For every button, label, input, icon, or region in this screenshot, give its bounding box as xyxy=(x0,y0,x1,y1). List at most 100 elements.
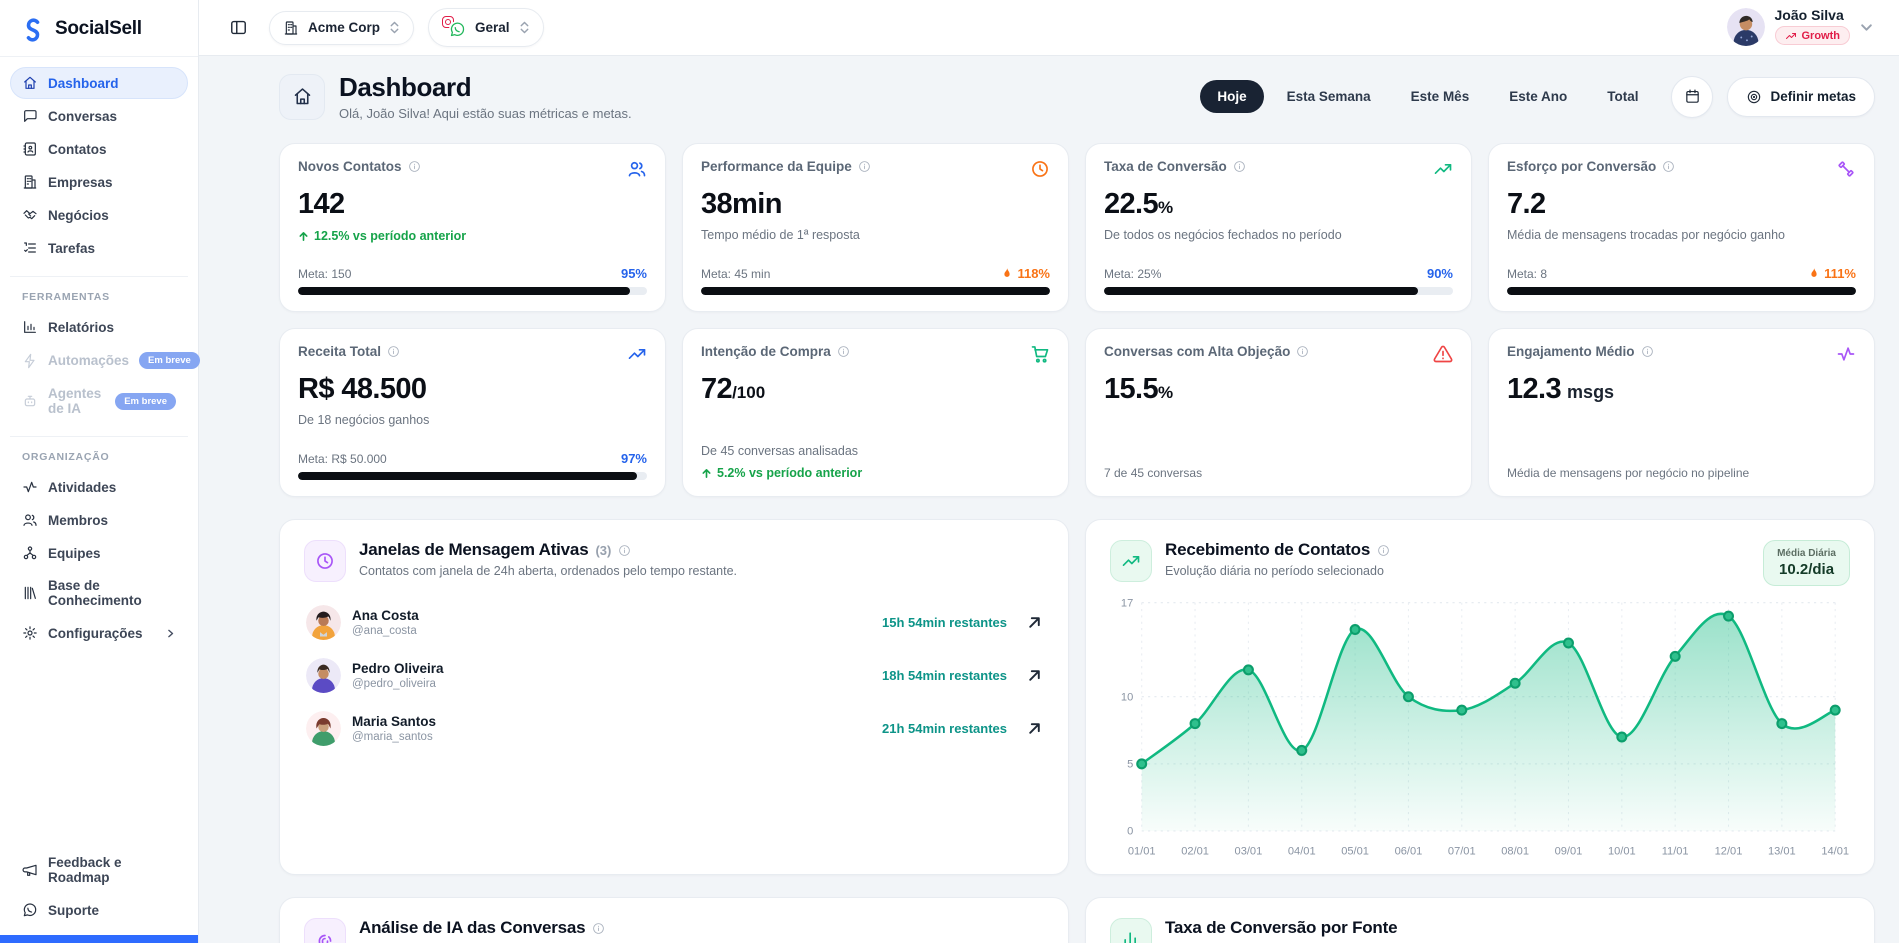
info-icon[interactable] xyxy=(408,160,421,173)
info-icon[interactable] xyxy=(618,544,631,557)
contact-info: Pedro Oliveira @pedro_oliveira xyxy=(352,661,444,690)
sidebar-item-atividades[interactable]: Atividades xyxy=(10,471,188,503)
user-menu[interactable]: João Silva Growth xyxy=(1726,7,1874,47)
sidebar-item-contatos[interactable]: Contatos xyxy=(10,133,188,165)
plan-badge: Growth xyxy=(1774,26,1850,46)
contact-row-ana-costa[interactable]: Ana Costa @ana_costa 15h 54min restantes xyxy=(304,596,1044,649)
channel-selector[interactable]: Geral xyxy=(428,8,544,47)
calendar-button[interactable] xyxy=(1671,75,1714,118)
em-breve-badge: Em breve xyxy=(139,352,200,369)
info-icon[interactable] xyxy=(858,160,871,173)
sidebar-item-tarefas[interactable]: Tarefas xyxy=(10,232,188,264)
time-remaining: 18h 54min restantes xyxy=(881,668,1007,683)
plan-badge-label: Growth xyxy=(1801,29,1841,42)
contact-row-maria-santos[interactable]: Maria Santos @maria_santos 21h 54min res… xyxy=(304,702,1044,755)
org-chart-icon xyxy=(23,546,37,560)
metric-card-taxa-conversao: Taxa de Conversão 22.5% De todos os negó… xyxy=(1085,143,1472,312)
sidebar-bottom-accent xyxy=(0,935,198,943)
sidebar-item-feedback[interactable]: Feedback e Roadmap xyxy=(10,847,188,893)
filter-hoje[interactable]: Hoje xyxy=(1200,80,1264,113)
info-icon[interactable] xyxy=(387,345,400,358)
info-icon[interactable] xyxy=(1641,345,1654,358)
org-selector[interactable]: Acme Corp xyxy=(269,10,415,45)
filter-este-ano[interactable]: Este Ano xyxy=(1509,89,1568,104)
megaphone-icon xyxy=(22,864,37,876)
socialsell-logo-icon xyxy=(26,18,40,42)
brand-name: SocialSell xyxy=(55,18,142,39)
sidebar-toggle-button[interactable] xyxy=(221,11,255,45)
sidebar-item-base-conhecimento[interactable]: Base de Conhecimento xyxy=(10,570,188,616)
metric-meta: Meta: 150 xyxy=(298,266,352,281)
info-icon[interactable] xyxy=(1662,160,1675,173)
svg-text:12/01: 12/01 xyxy=(1715,845,1743,857)
info-icon[interactable] xyxy=(837,345,850,358)
contact-handle: @pedro_oliveira xyxy=(352,678,436,690)
svg-text:13/01: 13/01 xyxy=(1768,845,1796,857)
contact-handle: @ana_costa xyxy=(352,625,417,637)
sidebar-item-label: Suporte xyxy=(48,902,100,918)
target-icon xyxy=(1748,90,1761,103)
metric-card-esforco-conversao: Esforço por Conversão 7.2 Média de mensa… xyxy=(1488,143,1875,312)
users-icon xyxy=(627,159,647,179)
dashboard-content: Dashboard Olá, João Silva! Aqui estão su… xyxy=(199,56,1899,943)
flame-icon xyxy=(1811,268,1817,277)
whatsapp-icon xyxy=(449,21,467,38)
metric-title: Conversas com Alta Objeção xyxy=(1104,344,1291,359)
metric-progress-label: 95% xyxy=(620,266,647,281)
definir-metas-button[interactable]: Definir metas xyxy=(1727,76,1875,117)
svg-text:02/01: 02/01 xyxy=(1181,845,1209,857)
sidebar-item-relatorios[interactable]: Relatórios xyxy=(10,311,188,343)
trending-up-icon xyxy=(1433,159,1453,179)
sidebar-item-dashboard[interactable]: Dashboard xyxy=(10,67,188,99)
metric-card-receita-total: Receita Total R$ 48.500 De 18 negócios g… xyxy=(279,328,666,497)
info-icon[interactable] xyxy=(592,922,605,935)
contact-handle: @maria_santos xyxy=(352,731,433,743)
sidebar-nav: Dashboard Conversas Contatos Empresas Ne… xyxy=(0,57,200,650)
page-heading-text: Dashboard Olá, João Silva! Aqui estão su… xyxy=(339,72,632,121)
open-conversation-button[interactable] xyxy=(1027,615,1042,630)
metric-title: Performance da Equipe xyxy=(701,159,852,174)
arrow-up-right-icon xyxy=(1029,670,1040,681)
sidebar-item-conversas[interactable]: Conversas xyxy=(10,100,188,132)
open-conversation-button[interactable] xyxy=(1027,668,1042,683)
svg-text:11/01: 11/01 xyxy=(1662,845,1689,857)
shopping-cart-icon xyxy=(1030,344,1050,364)
open-conversation-button[interactable] xyxy=(1027,721,1042,736)
panel-heading: Janelas de Mensagem Ativas (3) Contatos … xyxy=(359,540,737,578)
sidebar-item-label: Feedback e Roadmap xyxy=(48,855,122,885)
sidebar-item-equipes[interactable]: Equipes xyxy=(10,537,188,569)
sidebar-item-empresas[interactable]: Empresas xyxy=(10,166,188,198)
sidebar-item-configuracoes[interactable]: Configurações xyxy=(10,617,188,649)
sidebar-item-negocios[interactable]: Negócios xyxy=(10,199,188,231)
fingerprint-icon xyxy=(304,918,346,943)
metric-progress-label: 97% xyxy=(620,451,647,466)
users-icon xyxy=(23,514,37,526)
metric-title: Taxa de Conversão xyxy=(1104,159,1227,174)
sidebar-footer: Feedback e Roadmap Suporte xyxy=(0,847,198,943)
svg-text:05/01: 05/01 xyxy=(1341,845,1369,857)
info-icon[interactable] xyxy=(1233,160,1246,173)
info-icon[interactable] xyxy=(1377,544,1390,557)
calendar-icon xyxy=(1686,89,1699,103)
flame-icon xyxy=(1004,268,1011,277)
contact-info: Ana Costa @ana_costa xyxy=(352,608,419,637)
info-icon[interactable] xyxy=(1296,345,1309,358)
metric-card-performance-equipe: Performance da Equipe 38min Tempo médio … xyxy=(682,143,1069,312)
library-icon xyxy=(24,586,36,600)
contact-row-pedro-oliveira[interactable]: Pedro Oliveira @pedro_oliveira 18h 54min… xyxy=(304,649,1044,702)
filter-esta-semana[interactable]: Esta Semana xyxy=(1286,89,1371,104)
trending-up-icon xyxy=(1785,32,1796,39)
sidebar-item-label: Atividades xyxy=(48,479,117,495)
sidebar-item-suporte[interactable]: Suporte xyxy=(10,894,188,926)
task-list-icon xyxy=(24,242,36,253)
panel-title: Recebimento de Contatos xyxy=(1165,540,1371,559)
metric-meta: Meta: 45 min xyxy=(701,266,771,281)
partial-panels-row: Análise de IA das Conversas Taxa de Conv… xyxy=(279,897,1875,943)
filter-este-mes[interactable]: Este Mês xyxy=(1410,89,1470,104)
alert-triangle-icon xyxy=(1433,344,1453,364)
sidebar-item-membros[interactable]: Membros xyxy=(10,504,188,536)
metric-value: 7.2 xyxy=(1507,188,1546,220)
bar-chart-icon xyxy=(1110,918,1152,943)
em-breve-badge: Em breve xyxy=(115,392,176,410)
filter-total[interactable]: Total xyxy=(1607,89,1639,104)
